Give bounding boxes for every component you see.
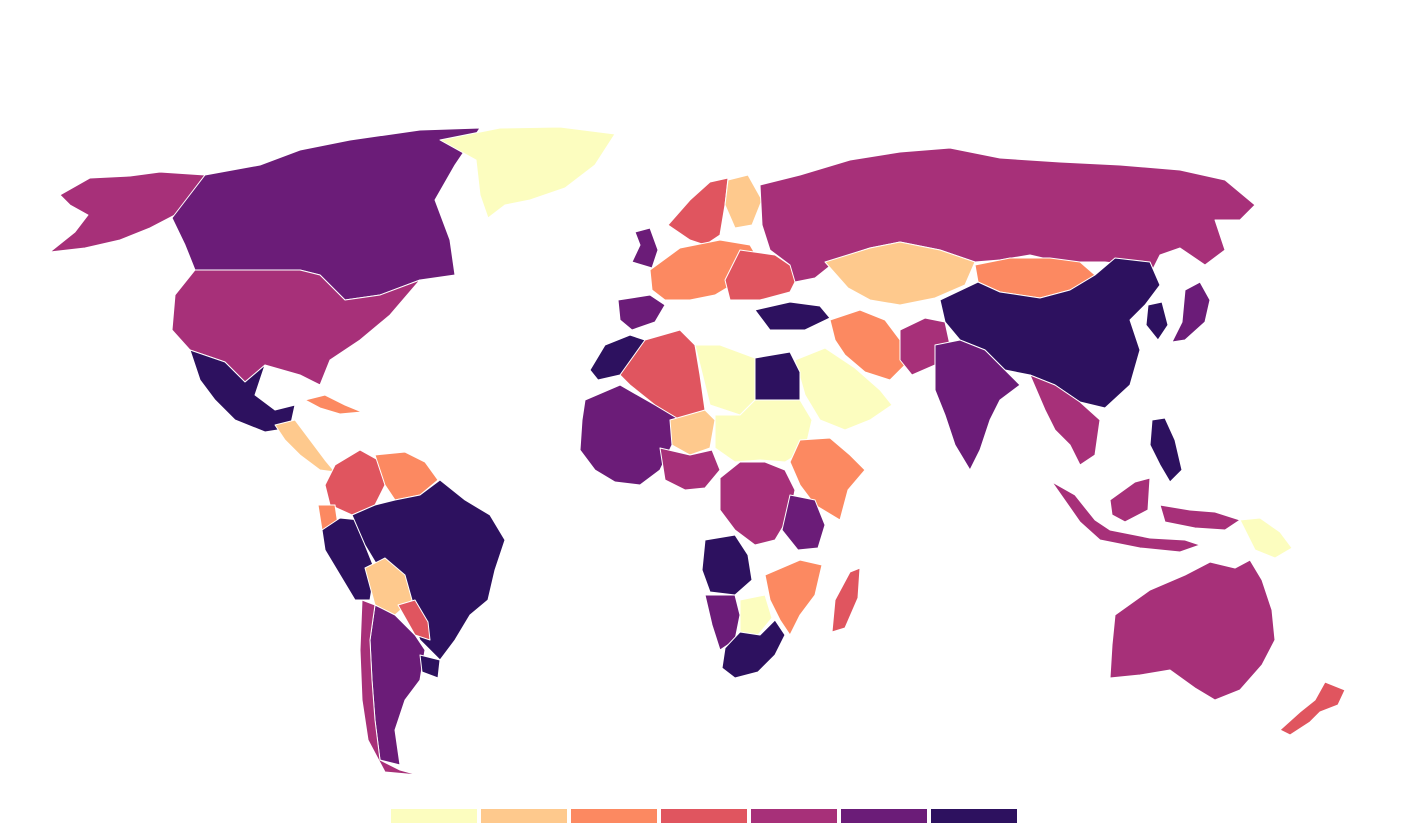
region-indonesia bbox=[1051, 477, 1241, 553]
region-south-africa bbox=[721, 619, 786, 679]
legend-swatch-1 bbox=[391, 809, 477, 823]
legend-swatch-2 bbox=[481, 809, 567, 823]
region-central-america bbox=[274, 419, 336, 473]
region-philippines bbox=[1149, 417, 1183, 483]
legend-swatch-5 bbox=[751, 809, 837, 823]
region-west-africa bbox=[579, 384, 681, 486]
color-legend bbox=[391, 809, 1021, 823]
region-algeria bbox=[619, 329, 706, 421]
region-botswana bbox=[739, 594, 773, 636]
region-papua bbox=[1239, 517, 1293, 559]
region-uk bbox=[631, 227, 659, 269]
region-angola bbox=[701, 534, 753, 596]
region-russia bbox=[759, 147, 1256, 283]
region-chile bbox=[359, 599, 419, 776]
legend-swatch-3 bbox=[571, 809, 657, 823]
region-mozambique bbox=[764, 559, 823, 636]
legend-swatch-4 bbox=[661, 809, 747, 823]
region-kazakhstan bbox=[824, 241, 976, 306]
region-greenland bbox=[439, 126, 616, 219]
region-alaska bbox=[49, 171, 206, 253]
region-finland bbox=[724, 174, 763, 229]
region-cuba bbox=[304, 394, 363, 415]
region-iran bbox=[829, 309, 906, 381]
region-japan bbox=[1171, 281, 1211, 343]
region-mexico bbox=[189, 349, 296, 433]
region-new-zealand bbox=[1279, 681, 1346, 736]
region-paraguay bbox=[397, 599, 431, 641]
region-uruguay bbox=[419, 654, 441, 679]
legend-swatch-7 bbox=[931, 809, 1017, 823]
region-niger bbox=[669, 409, 716, 456]
region-korea bbox=[1145, 301, 1169, 341]
region-nigeria bbox=[659, 447, 721, 491]
region-iberia bbox=[617, 294, 666, 331]
region-turkey bbox=[754, 301, 831, 331]
region-saudi-arabia bbox=[794, 347, 893, 431]
region-usa bbox=[171, 269, 421, 386]
region-tanzania bbox=[781, 494, 826, 551]
region-india bbox=[934, 339, 1021, 471]
region-venezuela bbox=[374, 451, 439, 501]
region-egypt bbox=[754, 351, 801, 401]
region-southeast-asia bbox=[1029, 374, 1101, 466]
legend-swatch-6 bbox=[841, 809, 927, 823]
region-scandinavia bbox=[667, 177, 729, 246]
region-eastern-europe bbox=[724, 249, 801, 301]
region-madagascar bbox=[831, 567, 861, 633]
region-ethiopia bbox=[789, 437, 866, 521]
region-australia bbox=[1109, 559, 1276, 701]
